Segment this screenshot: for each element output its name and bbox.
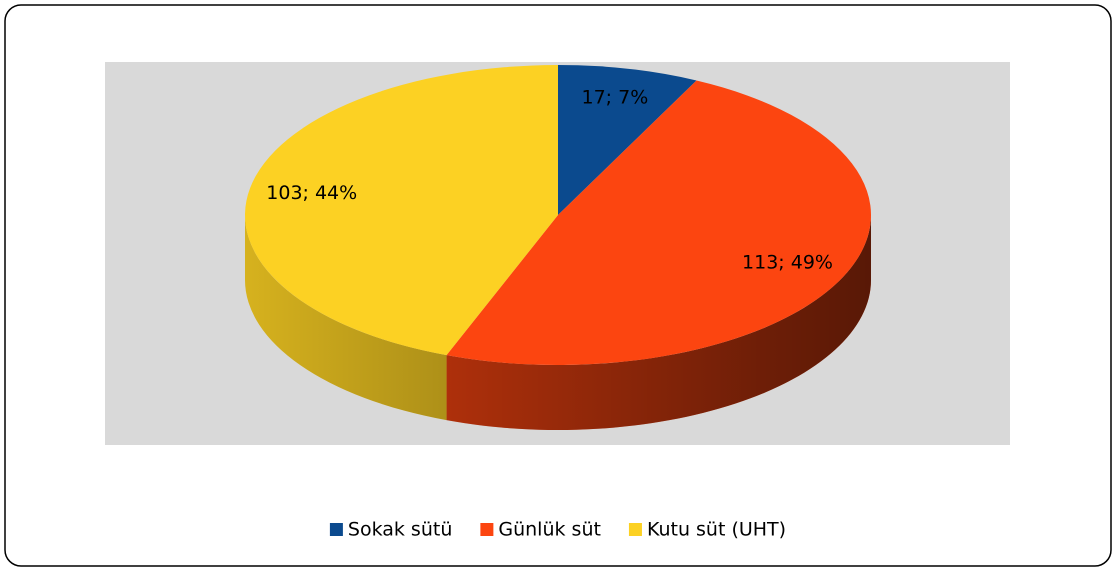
slice — [558, 65, 697, 215]
legend-swatch — [329, 523, 343, 536]
legend-item: Kutu süt (UHT) — [628, 519, 786, 541]
legend-label: Günlük süt — [498, 519, 601, 541]
legend-label: Kutu süt (UHT) — [647, 519, 786, 541]
data-label: 103; 44% — [266, 182, 357, 204]
legend: Sokak sütü Günlük süt Kutu süt (UHT) — [329, 519, 786, 541]
slice — [244, 65, 558, 356]
legend-label: Sokak sütü — [348, 519, 452, 541]
slice-side-shade — [245, 215, 447, 421]
legend-item: Sokak sütü — [329, 519, 452, 541]
legend-item: Günlük süt — [480, 519, 601, 541]
slice-side-shade — [446, 215, 871, 430]
pie: 17; 7% 113; 49% 103; 44% — [244, 65, 872, 430]
legend-swatch — [628, 523, 642, 536]
slice — [446, 80, 872, 366]
data-label: 113; 49% — [742, 251, 833, 273]
legend-swatch — [480, 523, 494, 536]
data-label: 17; 7% — [582, 87, 649, 109]
